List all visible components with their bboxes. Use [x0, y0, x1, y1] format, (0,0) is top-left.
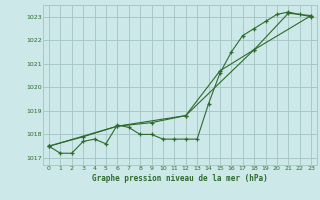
- X-axis label: Graphe pression niveau de la mer (hPa): Graphe pression niveau de la mer (hPa): [92, 174, 268, 183]
